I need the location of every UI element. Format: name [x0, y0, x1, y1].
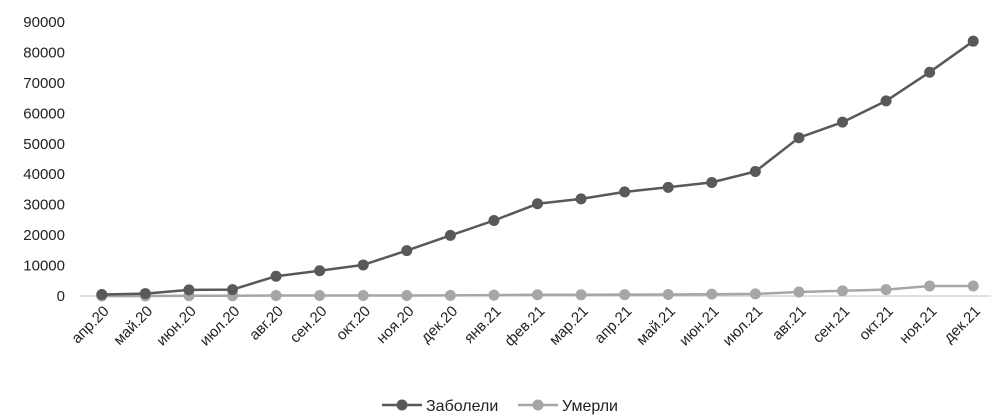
data-point [488, 214, 500, 226]
data-point [793, 132, 805, 144]
y-tick-label: 40000 [23, 166, 65, 183]
y-tick-label: 80000 [23, 44, 65, 61]
data-point [575, 289, 587, 301]
x-tick-label: июн.20 [153, 303, 200, 350]
x-tick-label: авг.21 [769, 303, 810, 344]
legend-label: Умерли [562, 398, 618, 415]
data-point [227, 284, 238, 296]
series-line [101, 40, 974, 296]
y-tick-label: 90000 [23, 14, 65, 31]
data-point [837, 285, 848, 297]
x-tick-label: дек.20 [418, 303, 461, 346]
data-point [706, 288, 718, 300]
x-tick-label: апр.21 [591, 303, 635, 347]
y-tick-label: 0 [57, 288, 65, 305]
data-point [139, 288, 151, 300]
y-axis-ticks: 0 10000 20000 30000 40000 50000 60000 70000 8000… [23, 14, 65, 305]
data-point [96, 288, 108, 300]
legend-label: Заболели [426, 398, 498, 415]
y-tick-label: 30000 [23, 197, 65, 214]
y-tick-label: 10000 [23, 258, 65, 275]
legend-marker [532, 399, 544, 411]
x-tick-label: июл.21 [720, 303, 767, 350]
data-point [183, 284, 195, 296]
x-tick-label: июл.20 [197, 303, 244, 350]
y-tick-label: 20000 [23, 227, 65, 244]
y-tick-label: 70000 [23, 75, 65, 92]
x-tick-label: май.20 [110, 303, 156, 349]
series-layer [96, 35, 979, 302]
data-point [662, 288, 674, 300]
data-point [270, 270, 282, 282]
data-point [357, 259, 369, 271]
series-1 [96, 35, 979, 300]
x-tick-label: мар.21 [546, 303, 592, 349]
data-point [575, 193, 587, 205]
y-tick-label: 50000 [23, 136, 65, 153]
data-point [444, 229, 456, 241]
data-point [401, 290, 413, 302]
data-point [837, 116, 848, 128]
x-tick-label: июн.21 [676, 303, 723, 350]
series-2 [96, 280, 979, 302]
x-tick-label: авг.20 [246, 303, 287, 344]
data-point [314, 290, 326, 302]
data-point [619, 289, 631, 301]
data-point [749, 288, 761, 300]
data-point [314, 265, 326, 277]
legend-marker [396, 399, 408, 411]
data-point [967, 280, 979, 292]
data-point [619, 186, 631, 198]
x-tick-label: май.21 [633, 303, 679, 349]
x-tick-label: ноя.21 [896, 303, 940, 347]
x-tick-label: янв.21 [461, 303, 505, 347]
x-tick-label: сен.20 [287, 303, 331, 347]
data-point [532, 198, 543, 210]
legend: Заболели Умерли [382, 398, 618, 415]
legend-item: Умерли [518, 398, 618, 415]
data-point [967, 35, 979, 47]
x-tick-label: сен.21 [809, 303, 853, 347]
data-point [357, 290, 369, 302]
x-tick-label: апр.20 [68, 303, 112, 347]
data-point [793, 286, 805, 298]
data-point [488, 289, 500, 301]
x-tick-label: ноя.20 [373, 303, 417, 347]
x-tick-label: окт.20 [333, 303, 374, 344]
legend-item: Заболели [382, 398, 498, 415]
data-point [662, 181, 674, 193]
data-point [532, 289, 543, 301]
data-point [924, 66, 936, 78]
data-point [706, 176, 718, 188]
data-point [401, 245, 413, 257]
data-point [749, 165, 761, 177]
data-point [880, 95, 892, 107]
x-tick-label: окт.21 [856, 303, 897, 344]
data-point [880, 284, 892, 296]
data-point [444, 289, 456, 301]
data-point [270, 290, 282, 302]
y-tick-label: 60000 [23, 105, 65, 122]
x-tick-label: фев.21 [501, 303, 548, 350]
data-point [924, 280, 936, 292]
x-tick-label: дек.21 [941, 303, 984, 346]
